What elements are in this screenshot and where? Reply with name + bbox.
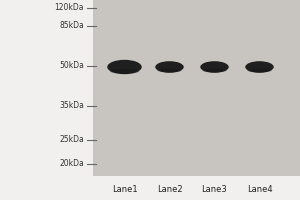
Bar — [93, 0, 300, 176]
Ellipse shape — [202, 68, 226, 73]
Text: 35kDa: 35kDa — [59, 102, 84, 110]
Ellipse shape — [158, 68, 182, 73]
Ellipse shape — [245, 61, 274, 73]
Ellipse shape — [155, 61, 184, 73]
Text: Lane3: Lane3 — [202, 186, 227, 194]
Ellipse shape — [107, 60, 142, 74]
Text: 85kDa: 85kDa — [59, 21, 84, 30]
Ellipse shape — [110, 69, 139, 74]
Text: Lane1: Lane1 — [112, 186, 137, 194]
Text: 25kDa: 25kDa — [59, 136, 84, 144]
Text: Lane2: Lane2 — [157, 186, 182, 194]
Text: Lane4: Lane4 — [247, 186, 272, 194]
Text: 20kDa: 20kDa — [59, 160, 84, 168]
Ellipse shape — [200, 61, 229, 73]
Ellipse shape — [248, 68, 272, 73]
Text: 50kDa: 50kDa — [59, 62, 84, 71]
Text: 120kDa: 120kDa — [55, 3, 84, 12]
